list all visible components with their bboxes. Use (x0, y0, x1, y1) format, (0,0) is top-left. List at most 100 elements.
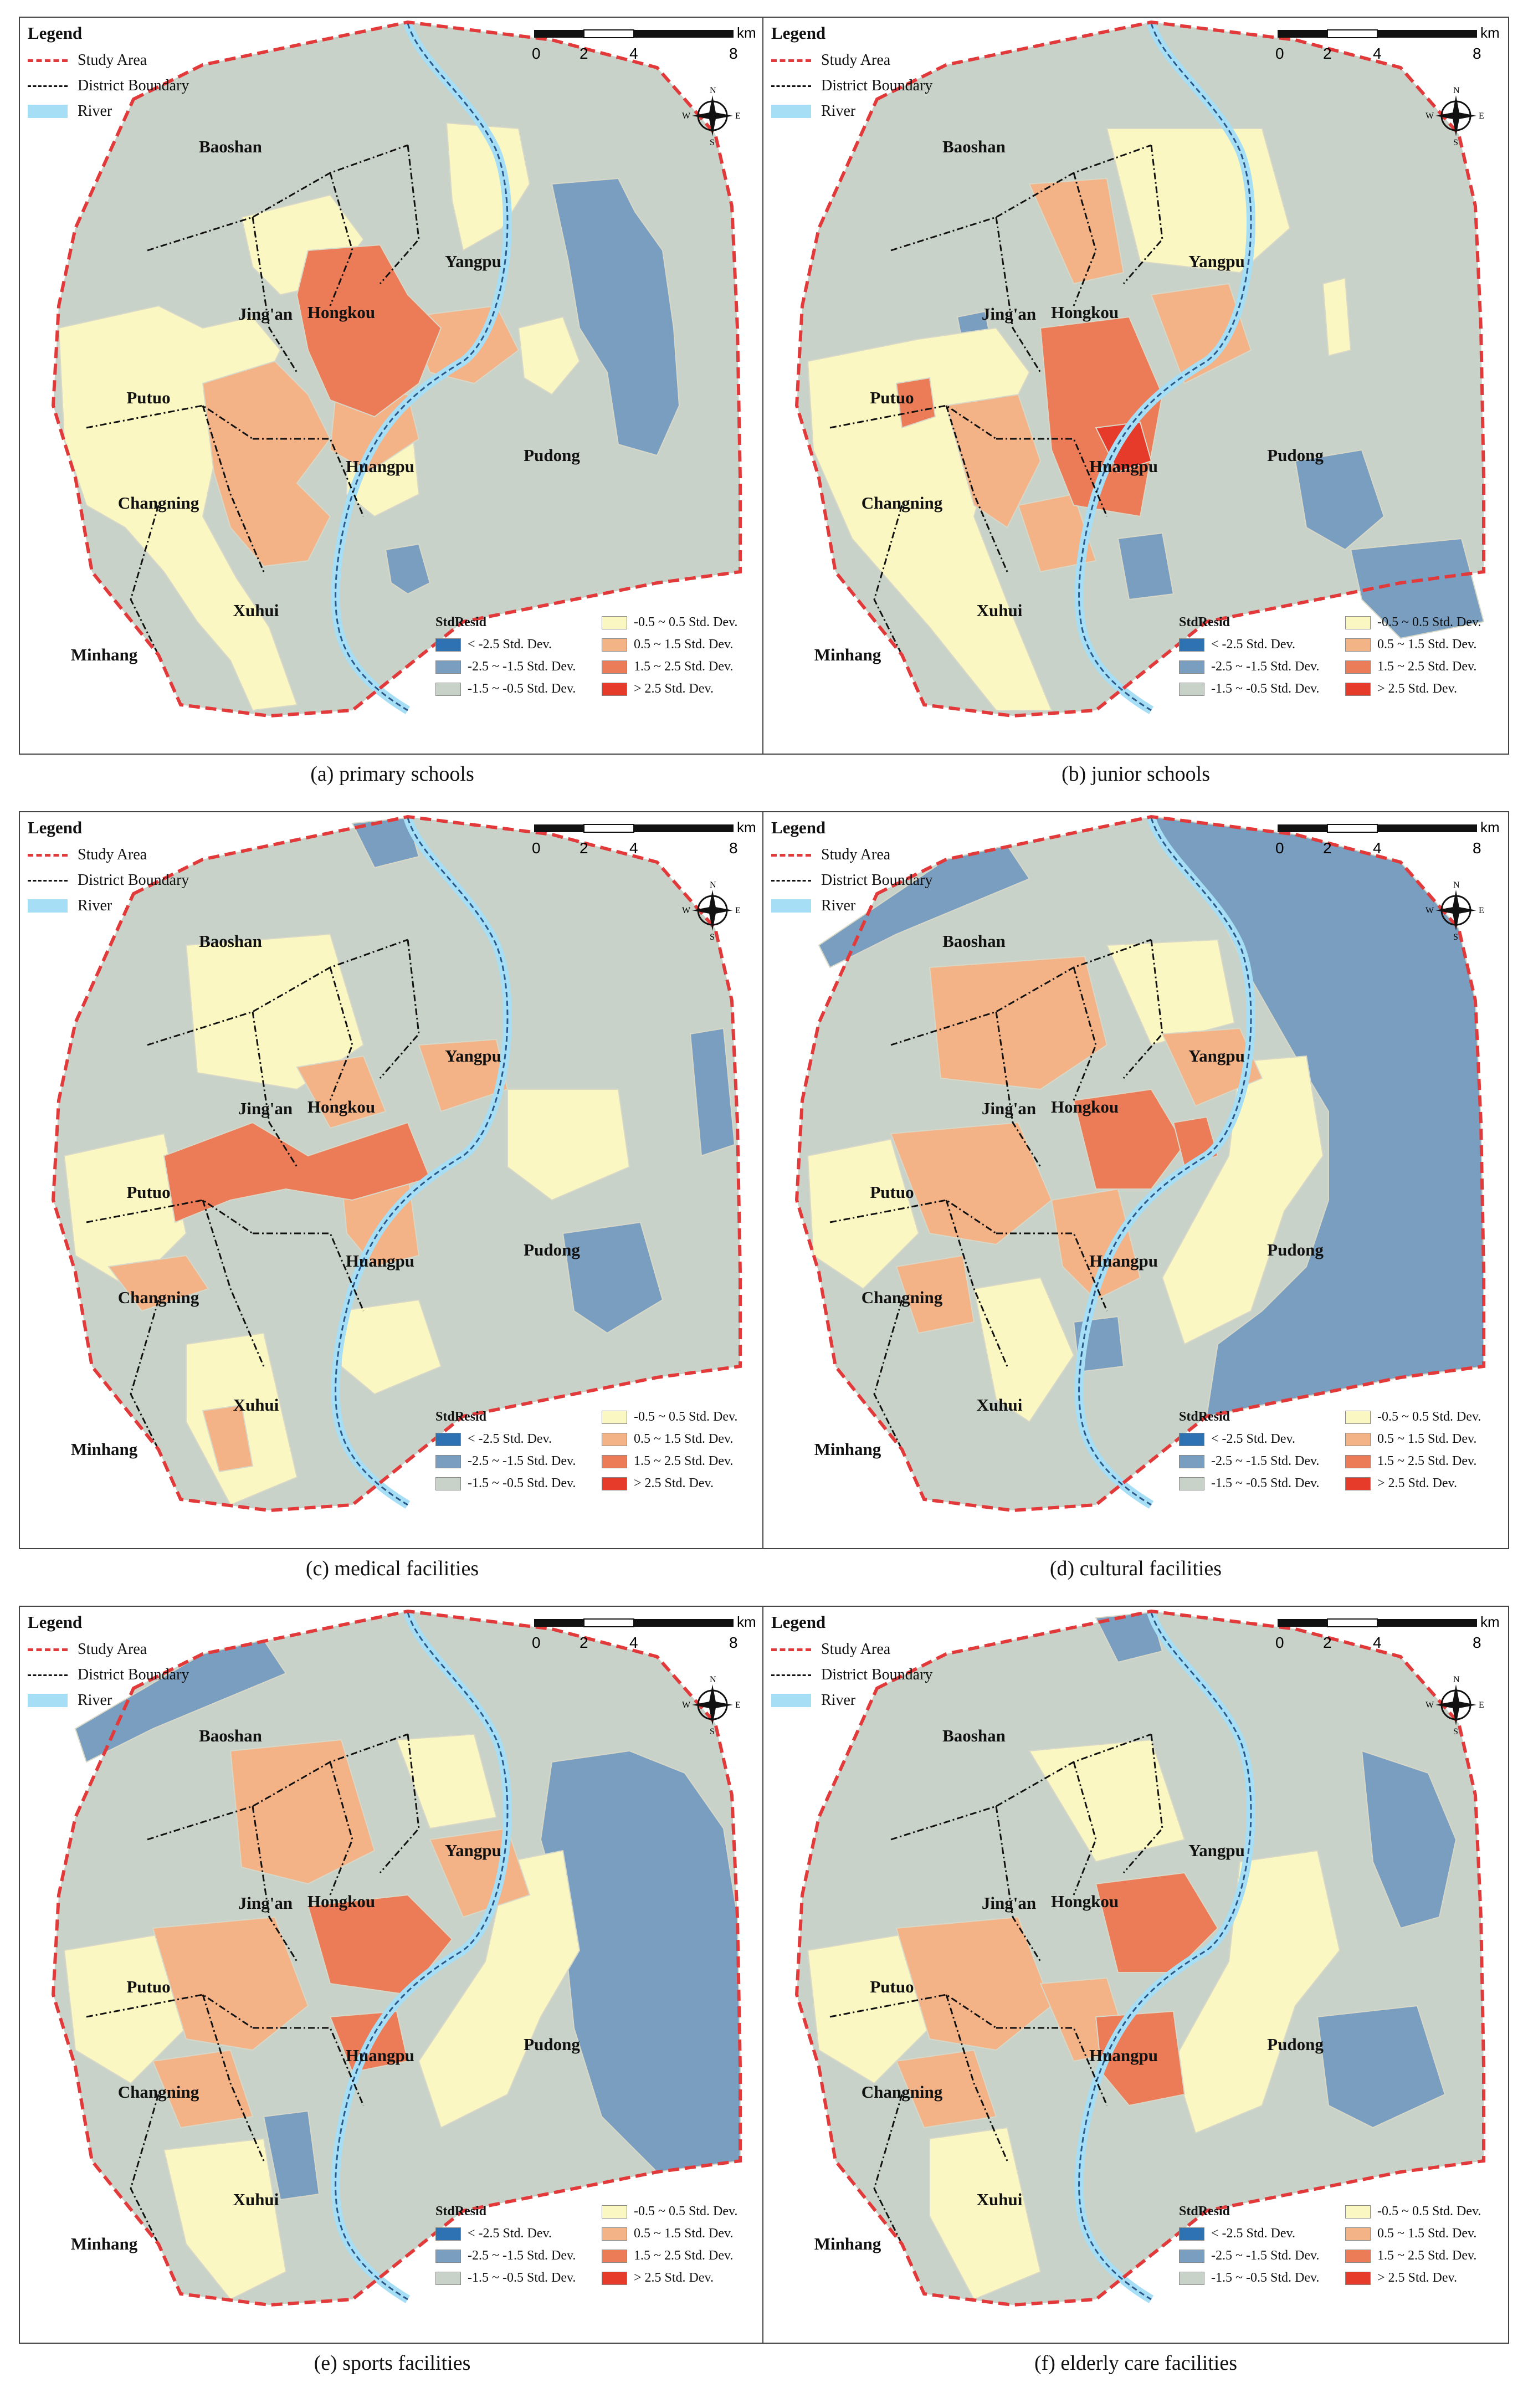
svg-text:N: N (1453, 1675, 1460, 1684)
district-label-minhang: Minhang (814, 2234, 881, 2253)
svg-text:S: S (1453, 933, 1458, 941)
stdresid-legend: StdResid < -2.5 Std. Dev. -2.5 ~ -1.5 St… (1179, 615, 1481, 696)
zone (163, 1121, 431, 1223)
district-label-changning: Changning (117, 2082, 199, 2102)
scale-tick: 4 (629, 45, 638, 62)
zone (107, 1254, 209, 1312)
zone (163, 2138, 287, 2301)
map-legend: Legend Study Area District Boundary Rive… (28, 1612, 189, 1709)
svg-text:0: 0 (1275, 1634, 1284, 1651)
scale-bar: 0 2 4 8 km (1272, 819, 1505, 874)
district-label-putuo: Putuo (870, 1182, 914, 1202)
compass-icon: N S E W (1426, 1675, 1484, 1735)
svg-text:W: W (1426, 111, 1434, 121)
zone (1017, 493, 1097, 573)
zone (895, 2049, 997, 2129)
panel-caption: (a) primary schools (310, 762, 474, 786)
district-label-baoshan: Baoshan (942, 1726, 1006, 1745)
district-label-pudong: Pudong (1267, 2035, 1324, 2054)
district-label-changning: Changning (117, 493, 199, 513)
svg-text:N: N (710, 880, 716, 890)
svg-text:E: E (1479, 111, 1484, 121)
svg-text:2: 2 (1323, 1634, 1332, 1651)
district-label-yangpu: Yangpu (445, 1841, 501, 1860)
svg-text:W: W (682, 111, 691, 121)
stdresid-legend: StdResid < -2.5 Std. Dev. -2.5 ~ -1.5 St… (435, 2204, 738, 2285)
zone (1106, 939, 1235, 1046)
map-panel-d: Legend Study Area District Boundary Rive… (762, 811, 1509, 1549)
district-label-baoshan: Baoshan (199, 931, 262, 951)
zone (945, 393, 1042, 529)
district-label-hongkou: Hongkou (307, 1097, 376, 1116)
panel-caption: (d) cultural facilities (1049, 1557, 1222, 1580)
district-label-yangpu: Yangpu (1188, 1841, 1245, 1860)
svg-text:km: km (1480, 819, 1500, 836)
zone (689, 1027, 736, 1157)
scale-bar: 0 2 4 8 km (529, 24, 761, 80)
district-label-baoshan: Baoshan (942, 137, 1006, 156)
zone (307, 1894, 453, 1996)
district-label-putuo: Putuo (126, 1977, 171, 1996)
zone (562, 1221, 664, 1334)
district-label-huangpu: Huangpu (1089, 2046, 1158, 2065)
district-label-changning: Changning (861, 493, 943, 513)
district-label-xuhui: Xuhui (976, 2190, 1023, 2209)
zone (1161, 1027, 1263, 1107)
district-label-huangpu: Huangpu (345, 1251, 415, 1270)
district-label-jingan: Jing'an (981, 304, 1037, 324)
district-label-minhang: Minhang (70, 2234, 138, 2253)
district-label-putuo: Putuo (126, 388, 171, 407)
svg-text:N: N (1453, 880, 1460, 890)
district-label-hongkou: Hongkou (1050, 1097, 1119, 1116)
zone (807, 1933, 931, 2084)
zone (296, 244, 442, 418)
stdresid-legend: StdResid < -2.5 Std. Dev. -2.5 ~ -1.5 St… (435, 1410, 738, 1490)
svg-text:2: 2 (1323, 45, 1332, 62)
zone (202, 360, 331, 567)
scale-unit: km (737, 24, 756, 41)
district-label-hongkou: Hongkou (307, 303, 376, 322)
svg-text:N: N (710, 1675, 716, 1684)
svg-text:E: E (735, 111, 741, 121)
map-legend: Legend Study Area District Boundary Rive… (771, 1612, 933, 1709)
svg-text:4: 4 (629, 1634, 638, 1651)
map-legend: Legend Study Area District Boundary Rive… (771, 818, 933, 914)
legend-district-boundary: District Boundary (28, 73, 260, 99)
zone (1028, 177, 1125, 285)
svg-text:8: 8 (1473, 45, 1481, 62)
district-label-huangpu: Huangpu (1089, 457, 1158, 476)
svg-text:8: 8 (1473, 839, 1481, 857)
svg-text:S: S (1453, 1727, 1458, 1735)
svg-text:S: S (710, 933, 715, 941)
map-panel-b: Legend Study Area District Boundary Rive… (762, 17, 1509, 755)
zone (384, 543, 431, 595)
district-label-yangpu: Yangpu (445, 252, 501, 271)
district-label-hongkou: Hongkou (1050, 303, 1119, 322)
svg-text:S: S (1453, 138, 1458, 146)
scale-bar: 0 2 4 8 km (1272, 1613, 1505, 1669)
svg-text:W: W (682, 906, 691, 915)
zone (890, 1121, 1053, 1246)
district-label-jingan: Jing'an (238, 1099, 293, 1118)
zone (507, 1089, 630, 1201)
map-canvas (51, 1609, 742, 2307)
svg-text:E: E (735, 906, 741, 915)
district-label-baoshan: Baoshan (199, 1726, 262, 1745)
map-canvas (794, 1609, 1485, 2307)
panel-caption: (f) elderly care facilities (1034, 2351, 1238, 2375)
district-label-jingan: Jing'an (238, 304, 293, 324)
svg-text:4: 4 (629, 839, 638, 857)
map-panel-e: Legend Study Area District Boundary Rive… (19, 1606, 766, 2344)
district-label-pudong: Pudong (524, 445, 580, 465)
zone (396, 1733, 498, 1830)
legend-title: Legend (28, 23, 83, 43)
zone (807, 1138, 920, 1290)
legend-river: River (28, 99, 260, 124)
district-label-putuo: Putuo (870, 1977, 914, 1996)
zone (1073, 1088, 1186, 1190)
svg-text:4: 4 (1373, 839, 1382, 857)
zone (296, 1055, 387, 1129)
svg-text:km: km (737, 1613, 756, 1630)
svg-text:N: N (1453, 86, 1460, 95)
zone (1117, 532, 1175, 601)
